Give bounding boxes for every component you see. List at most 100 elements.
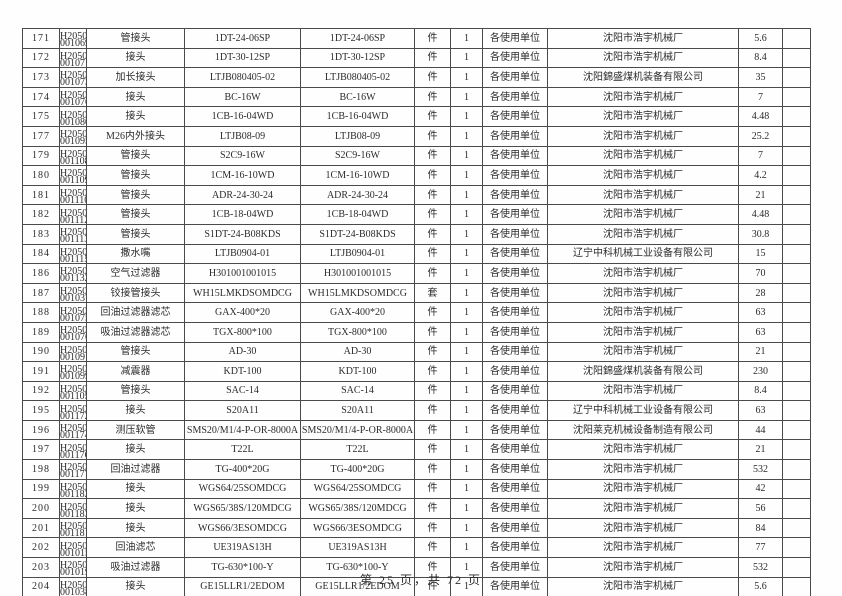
cell-model-spec-2: UE319AS13H — [300, 537, 415, 559]
item-code-line1: H205023 — [60, 168, 87, 180]
cell-model-spec-2: S2C9-16W — [300, 145, 415, 167]
item-code-line2: 001172 — [60, 410, 86, 421]
cell-using-unit: 各使用单位 — [482, 125, 548, 147]
cell-quantity: 1 — [450, 302, 483, 323]
cell-using-unit: 各使用单位 — [482, 263, 548, 284]
cell-quantity: 1 — [450, 282, 483, 304]
cell-manufacturer: 沈阳市浩宇机械厂 — [547, 28, 739, 49]
item-code-line1: H205023 — [60, 344, 87, 356]
cell-unit: 件 — [414, 380, 451, 402]
item-code-line2: 001181 — [60, 528, 86, 538]
cell-item-code: H205023 001172 — [59, 400, 87, 421]
cell-model-spec-1: LTJB08-09 — [184, 125, 301, 147]
item-code-line1: H205023 — [60, 501, 87, 513]
cell-model-spec-1: LTJB0904-01 — [184, 243, 301, 265]
cell-using-unit: 各使用单位 — [482, 204, 548, 225]
cell-blank — [782, 341, 811, 363]
table-row: 198 H205023 001177 回油过滤器 TG-400*20G TG-4… — [22, 459, 811, 480]
item-code-line2: 001095 — [60, 136, 86, 147]
cell-row-number: 191 — [22, 361, 60, 382]
cell-item-code: H205023 001174 — [59, 419, 87, 441]
table-row: 187 H205023 001037 铰接管接头 WH15LMKDSOMDCG … — [22, 282, 811, 304]
cell-row-number: 171 — [22, 28, 60, 49]
cell-quantity: 1 — [450, 204, 483, 225]
cell-quantity: 1 — [450, 537, 483, 559]
cell-quantity: 1 — [450, 145, 483, 167]
cell-unit-price: 15 — [738, 243, 783, 265]
cell-item-code: H205023 001113 — [59, 223, 87, 245]
cell-unit: 件 — [414, 165, 451, 186]
cell-model-spec-1: 1CB-18-04WD — [184, 204, 301, 225]
cell-using-unit: 各使用单位 — [482, 459, 548, 480]
cell-using-unit: 各使用单位 — [482, 28, 548, 49]
parts-table-body: 171 H205023 001069 管接头 1DT-24-06SP 1DT-2… — [22, 28, 811, 596]
cell-unit: 件 — [414, 459, 451, 480]
table-row: 179 H205023 001108 管接头 S2C9-16W S2C9-16W… — [22, 145, 811, 167]
cell-model-spec-2: WGS65/38S/120MDCG — [300, 498, 415, 519]
cell-row-number: 173 — [22, 67, 60, 88]
item-code-line1: H205023 — [60, 579, 87, 591]
cell-item-code: H205023 001095 — [59, 125, 87, 147]
cell-model-spec-1: WGS64/25SOMDCG — [184, 478, 301, 500]
cell-manufacturer: 沈阳市浩宇机械厂 — [547, 321, 739, 343]
cell-manufacturer: 沈阳市浩宇机械厂 — [547, 47, 739, 69]
cell-model-spec-1: LTJB080405-02 — [184, 67, 301, 88]
cell-quantity: 1 — [450, 517, 483, 539]
cell-row-number: 200 — [22, 498, 60, 519]
cell-quantity: 1 — [450, 361, 483, 382]
cell-item-code: H205023 001115 — [59, 243, 87, 265]
cell-unit-price: 4.48 — [738, 106, 783, 127]
cell-row-number: 182 — [22, 204, 60, 225]
cell-model-spec-1: UE319AS13H — [184, 537, 301, 559]
item-code-line2: 001174 — [60, 430, 86, 440]
cell-unit: 件 — [414, 223, 451, 245]
cell-model-spec-2: LTJB080405-02 — [300, 67, 415, 88]
cell-using-unit: 各使用单位 — [482, 67, 548, 88]
cell-model-spec-2: S20A11 — [300, 400, 415, 421]
table-row: 190 H205023 001091 管接头 AD-30 AD-30 件 1 各… — [22, 341, 811, 363]
item-code-line2: 001113 — [60, 234, 87, 245]
cell-item-name: 管接头 — [86, 28, 185, 49]
cell-unit-price: 532 — [738, 459, 783, 480]
cell-unit-price: 63 — [738, 321, 783, 343]
item-code-line2: 001182 — [60, 488, 86, 499]
item-code-line1: H205023 — [60, 462, 87, 474]
cell-manufacturer: 沈阳莱克机械设备制造有限公司 — [547, 419, 739, 441]
cell-model-spec-2: KDT-100 — [300, 361, 415, 382]
cell-model-spec-1: WGS65/38S/120MDCG — [184, 498, 301, 519]
cell-unit-price: 77 — [738, 537, 783, 559]
cell-model-spec-2: 1CB-18-04WD — [300, 204, 415, 225]
item-code-line1: H205023 — [60, 560, 87, 572]
cell-quantity: 1 — [450, 86, 483, 108]
cell-row-number: 180 — [22, 165, 60, 186]
cell-unit-price: 4.2 — [738, 165, 783, 186]
cell-model-spec-2: SMS20/M1/4-P-OR-8000A — [300, 419, 415, 441]
cell-row-number: 187 — [22, 282, 60, 304]
cell-manufacturer: 沈阳市浩宇机械厂 — [547, 204, 739, 225]
cell-item-code: H205023 001069 — [59, 28, 87, 49]
cell-blank — [782, 419, 811, 441]
cell-item-name: 空气过滤器 — [86, 263, 185, 284]
cell-using-unit: 各使用单位 — [482, 243, 548, 265]
cell-blank — [782, 86, 811, 108]
item-code-line1: H205023 — [60, 286, 87, 298]
cell-item-code: H205023 001112 — [59, 204, 87, 225]
item-code-line1: H205023 — [60, 423, 87, 435]
cell-item-name: 接头 — [86, 47, 185, 69]
cell-item-code: H205023 001176 — [59, 439, 87, 461]
table-row: 201 H205023 001181 接头 WGS66/3ESOMDCG WGS… — [22, 517, 811, 539]
cell-manufacturer: 沈阳市浩宇机械厂 — [547, 517, 739, 539]
cell-using-unit: 各使用单位 — [482, 400, 548, 421]
cell-unit-price: 42 — [738, 478, 783, 500]
cell-unit: 件 — [414, 125, 451, 147]
cell-item-name: 管接头 — [86, 204, 185, 225]
cell-model-spec-1: 1DT-24-06SP — [184, 28, 301, 49]
item-code-line2: 001105 — [60, 390, 86, 401]
cell-blank — [782, 263, 811, 284]
cell-blank — [782, 184, 811, 206]
cell-item-name: 接头 — [86, 439, 185, 461]
cell-blank — [782, 439, 811, 461]
item-code-line2: 001080 — [60, 116, 86, 127]
cell-model-spec-1: TG-400*20G — [184, 459, 301, 480]
